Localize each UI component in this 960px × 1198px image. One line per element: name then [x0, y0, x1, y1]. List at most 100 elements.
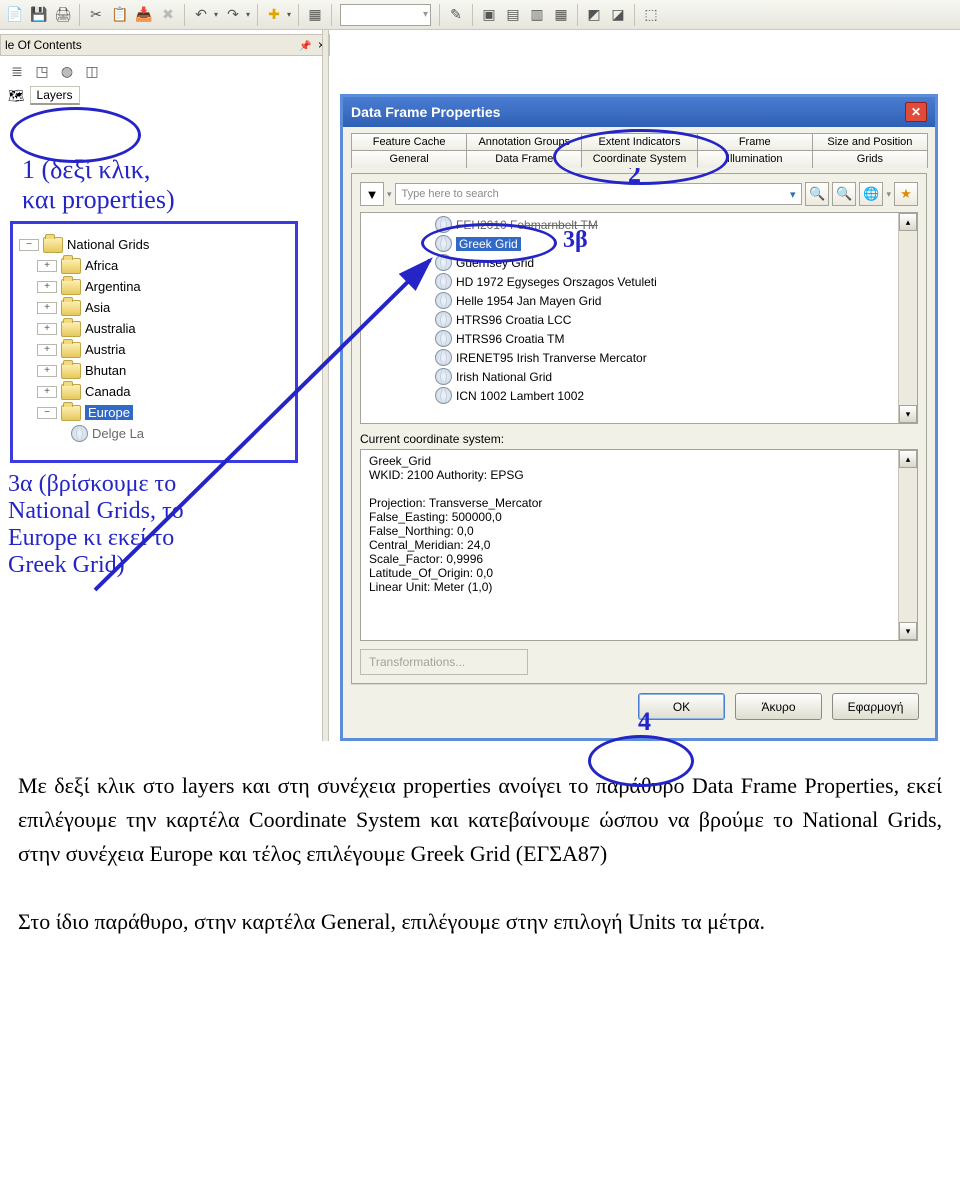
pin-icon[interactable]: 📌 — [299, 41, 311, 52]
cut-icon[interactable]: ✂ — [85, 4, 107, 26]
globe-icon — [435, 292, 452, 309]
toc-source-icon[interactable]: ◳ — [31, 60, 53, 82]
globe-icon[interactable]: 🌐 — [859, 182, 883, 206]
tab[interactable]: Size and Position — [812, 133, 928, 150]
scroll-down-icon[interactable]: ▾ — [899, 405, 917, 423]
favorite-icon[interactable]: ★ — [894, 182, 918, 206]
expand-icon[interactable]: + — [37, 281, 57, 293]
layers-node[interactable]: Layers — [30, 86, 80, 105]
scroll-down-icon[interactable]: ▾ — [899, 622, 917, 640]
current-cs-label: Current coordinate system: — [360, 432, 918, 446]
win3-icon[interactable]: ▥ — [526, 4, 548, 26]
expand-icon[interactable]: + — [37, 302, 57, 314]
scrollbar[interactable]: ▴ ▾ — [898, 450, 917, 640]
tab[interactable]: General — [351, 150, 467, 168]
tab[interactable]: Data Frame — [466, 150, 582, 168]
tool-c-icon[interactable]: ⬚ — [640, 4, 662, 26]
coord-item[interactable]: HTRS96 Croatia TM — [363, 329, 915, 348]
cancel-button[interactable]: Άκυρο — [735, 693, 822, 720]
tree-item[interactable]: +Africa — [19, 255, 289, 276]
transformations-button: Transformations... — [360, 649, 528, 675]
dialog-titlebar[interactable]: Data Frame Properties ✕ — [343, 97, 935, 127]
editor-icon[interactable]: ✎ — [445, 4, 467, 26]
paste-icon[interactable]: 📥 — [133, 4, 155, 26]
search-icon[interactable]: 🔍 — [805, 182, 829, 206]
expand-icon[interactable]: + — [37, 260, 57, 272]
coord-item[interactable]: Guernsey Grid — [363, 253, 915, 272]
coord-item[interactable]: HD 1972 Egyseges Orszagos Vetuleti — [363, 272, 915, 291]
toc-list-icon[interactable]: ≣ — [6, 60, 28, 82]
map-icon: 🗺 — [8, 88, 25, 104]
expand-icon[interactable]: + — [37, 344, 57, 356]
clear-icon[interactable]: 🔍 — [832, 182, 856, 206]
expand-icon[interactable]: + — [37, 386, 57, 398]
coord-item[interactable]: ICN 1002 Lambert 1002 — [363, 386, 915, 405]
delete-icon[interactable]: ✖ — [157, 4, 179, 26]
tab[interactable]: Coordinate System — [581, 150, 697, 168]
tab[interactable]: Illumination — [697, 150, 813, 168]
close-icon[interactable]: ✕ — [905, 102, 927, 122]
win4-icon[interactable]: ▦ — [550, 4, 572, 26]
toc-sel-icon[interactable]: ◫ — [81, 60, 103, 82]
expand-icon[interactable]: − — [19, 239, 39, 251]
globe-icon — [435, 273, 452, 290]
win2-icon[interactable]: ▤ — [502, 4, 524, 26]
coord-item[interactable]: IRENET95 Irish Tranverse Mercator — [363, 348, 915, 367]
expand-icon[interactable]: + — [37, 323, 57, 335]
toc-vis-icon[interactable]: ◍ — [56, 60, 78, 82]
tree-item[interactable]: +Asia — [19, 297, 289, 318]
coord-item[interactable]: Helle 1954 Jan Mayen Grid — [363, 291, 915, 310]
tree-item[interactable]: −Europe — [19, 402, 289, 423]
folder-icon — [61, 279, 81, 295]
search-input[interactable]: Type here to search ▾ — [395, 183, 803, 205]
undo-icon[interactable]: ↶ — [190, 4, 212, 26]
copy-icon[interactable]: 📋 — [109, 4, 131, 26]
globe-icon — [71, 425, 88, 442]
tab[interactable]: Extent Indicators — [581, 133, 697, 150]
ok-button[interactable]: OK — [638, 693, 725, 720]
globe-icon — [435, 311, 452, 328]
tree-root[interactable]: − National Grids — [19, 234, 289, 255]
add-icon[interactable]: ✚ — [263, 4, 285, 26]
save-icon[interactable]: 💾 — [28, 4, 50, 26]
expand-icon[interactable]: − — [37, 407, 57, 419]
tab[interactable]: Frame — [697, 133, 813, 150]
scroll-up-icon[interactable]: ▴ — [899, 450, 917, 468]
apply-button[interactable]: Εφαρμογή — [832, 693, 919, 720]
details-text: Greek_Grid WKID: 2100 Authority: EPSG Pr… — [361, 450, 917, 598]
win1-icon[interactable]: ▣ — [478, 4, 500, 26]
globe-icon — [435, 254, 452, 271]
scrollbar[interactable]: ▴ ▾ — [898, 213, 917, 423]
tool-a-icon[interactable]: ◩ — [583, 4, 605, 26]
tree-item[interactable]: +Austria — [19, 339, 289, 360]
scale-select[interactable]: ▾ — [340, 4, 431, 26]
tab[interactable]: Feature Cache — [351, 133, 467, 150]
tree-item[interactable]: +Argentina — [19, 276, 289, 297]
coord-item[interactable]: HTRS96 Croatia LCC — [363, 310, 915, 329]
folder-icon — [61, 342, 81, 358]
globe-icon — [435, 349, 452, 366]
tree-item[interactable]: +Bhutan — [19, 360, 289, 381]
scroll-up-icon[interactable]: ▴ — [899, 213, 917, 231]
new-icon[interactable]: 📄 — [4, 4, 26, 26]
folder-icon — [61, 363, 81, 379]
annot-1: 1 (δεξί κλικ, και properties) — [22, 155, 330, 215]
tree-item[interactable]: +Canada — [19, 381, 289, 402]
tab[interactable]: Annotation Groups — [466, 133, 582, 150]
redo-icon[interactable]: ↷ — [222, 4, 244, 26]
expand-icon[interactable]: + — [37, 365, 57, 377]
body-text: Με δεξί κλικ στο layers και στη συνέχεια… — [0, 741, 960, 959]
toc-panel: le Of Contents 📌 × ≣ ◳ ◍ ◫ 🗺 Layers 1 (δ… — [0, 30, 330, 579]
filter-icon[interactable]: ▼ — [360, 182, 384, 206]
tree-item[interactable]: +Australia — [19, 318, 289, 339]
coord-item[interactable]: Irish National Grid — [363, 367, 915, 386]
tab[interactable]: Grids — [812, 150, 928, 168]
panel-icon[interactable]: ▦ — [304, 4, 326, 26]
print-icon[interactable]: 🖨 — [52, 4, 74, 26]
coord-item[interactable]: Greek Grid — [363, 234, 915, 253]
splitter[interactable] — [322, 30, 329, 741]
folder-icon — [43, 237, 63, 253]
tool-b-icon[interactable]: ◪ — [607, 4, 629, 26]
coord-item[interactable]: FEH2010 Fehmarnbelt TM — [363, 215, 915, 234]
details-box: Greek_Grid WKID: 2100 Authority: EPSG Pr… — [360, 449, 918, 641]
